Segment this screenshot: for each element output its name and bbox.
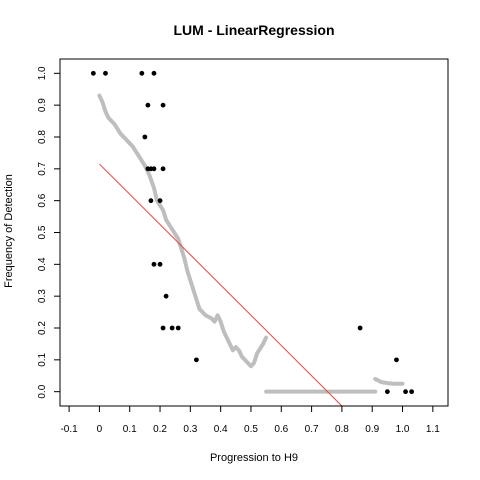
observed-point bbox=[151, 261, 157, 267]
observed-point bbox=[357, 325, 363, 331]
fitted-curve bbox=[373, 376, 405, 386]
observed-point bbox=[384, 389, 390, 395]
y-tick-label: 0.2 bbox=[37, 321, 48, 335]
y-tick-label: 1.0 bbox=[37, 66, 48, 80]
observed-point bbox=[151, 166, 157, 172]
x-tick-label: 0 bbox=[97, 424, 103, 435]
y-tick-label: 0.5 bbox=[37, 225, 48, 239]
y-tick-label: 0.3 bbox=[37, 289, 48, 303]
observed-point bbox=[163, 293, 169, 299]
y-tick-label: 0.8 bbox=[37, 130, 48, 144]
fitted-curve bbox=[97, 93, 269, 369]
observed-point bbox=[142, 134, 148, 140]
observed-point bbox=[90, 70, 96, 76]
x-tick-label: -0.1 bbox=[60, 424, 78, 435]
y-tick-label: 0.1 bbox=[37, 352, 48, 366]
x-tick-label: 0.3 bbox=[183, 424, 197, 435]
x-axis-label: Progression to H9 bbox=[210, 452, 298, 464]
observed-point bbox=[403, 389, 408, 395]
observed-point bbox=[145, 102, 151, 108]
observed-point bbox=[394, 357, 399, 363]
observed-point bbox=[151, 70, 157, 76]
x-tick-label: 0.6 bbox=[274, 424, 288, 435]
y-tick-label: 0.0 bbox=[37, 384, 48, 398]
observed-point bbox=[103, 70, 108, 76]
x-tick-label: 0.8 bbox=[335, 424, 349, 435]
y-tick-label: 0.6 bbox=[37, 193, 48, 207]
x-tick-label: 0.1 bbox=[123, 424, 137, 435]
observed-point bbox=[175, 325, 181, 331]
y-tick-label: 0.4 bbox=[37, 257, 48, 271]
x-tick-label: 0.4 bbox=[214, 424, 228, 435]
y-tick-label: 0.9 bbox=[37, 98, 48, 112]
observed-point bbox=[148, 198, 154, 204]
observed-point bbox=[157, 198, 163, 204]
x-tick-label: 0.2 bbox=[153, 424, 167, 435]
plot-content bbox=[90, 70, 415, 407]
observed-point bbox=[409, 389, 415, 395]
regression-line bbox=[99, 163, 343, 407]
observed-point bbox=[157, 261, 163, 267]
chart-title: LUM - LinearRegression bbox=[173, 22, 334, 38]
observed-point bbox=[160, 325, 166, 331]
x-tick-label: 0.9 bbox=[365, 424, 379, 435]
y-tick-label: 0.7 bbox=[37, 161, 48, 175]
y-axis-label: Frequency of Detection bbox=[3, 174, 15, 288]
observed-point bbox=[169, 325, 175, 331]
plot-frame bbox=[59, 58, 449, 407]
x-tick-label: 1.0 bbox=[396, 424, 410, 435]
observed-point bbox=[160, 166, 166, 172]
x-tick-label: 0.5 bbox=[244, 424, 258, 435]
x-tick-label: 1.1 bbox=[426, 424, 440, 435]
observed-point bbox=[194, 357, 199, 363]
observed-point bbox=[160, 102, 166, 108]
observed-point bbox=[139, 70, 145, 76]
y-axis: 0.0 0.1 0.2 0.3 0.4 0.5 0.6 0.7 0.8 0.9 1.0 bbox=[37, 66, 60, 399]
x-tick-label: 0.7 bbox=[305, 424, 319, 435]
x-axis: -0.1 0 0.1 0.2 0.3 0.4 0.5 0.6 0.7 0.8 0.9 1.0 1.1 bbox=[60, 406, 440, 435]
